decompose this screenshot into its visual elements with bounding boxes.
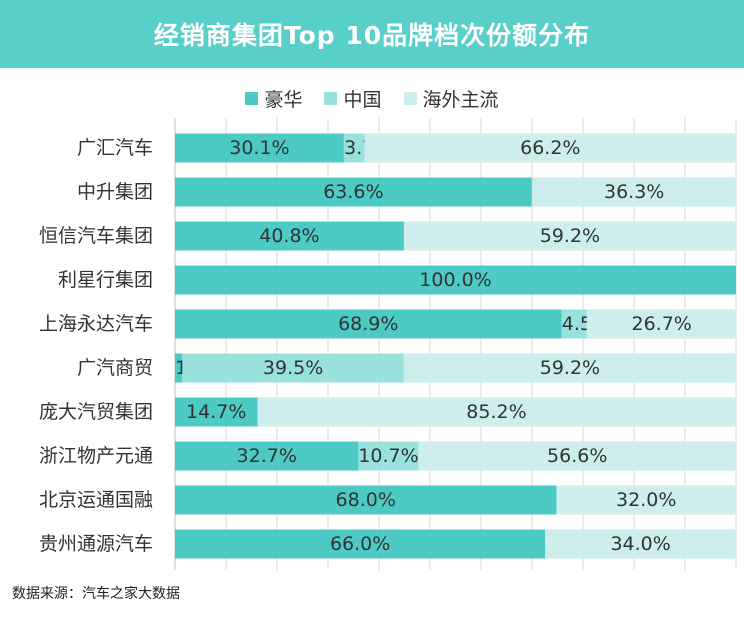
data-label: 34.0% (610, 533, 670, 555)
category-label: 庞大汽贸集团 (39, 401, 153, 423)
legend-label-luxury: 豪华 (264, 88, 303, 111)
data-label: 59.2% (540, 357, 600, 379)
data-label: 30.1% (229, 137, 289, 159)
bar-segment-2 (403, 353, 736, 383)
legend-swatch-luxury (245, 91, 259, 105)
category-label: 上海永达汽车 (39, 313, 153, 335)
legend-item-overseas: 海外主流 (403, 85, 499, 112)
legend-swatch-overseas (403, 91, 417, 105)
legend-label-china: 中国 (343, 88, 382, 111)
data-label: 68.0% (336, 489, 396, 511)
stacked-bar-chart: 广汇汽车30.1%3.7%66.2%中升集团63.6%0.1%36.3%恒信汽车… (39, 118, 737, 570)
bar-segment-0 (175, 353, 183, 383)
bar-segment-0 (175, 265, 736, 295)
data-label: 68.9% (338, 313, 398, 335)
data-label: 56.6% (547, 445, 607, 467)
bar-segment-1 (561, 309, 587, 339)
category-label: 广汽商贸 (77, 357, 153, 379)
chart-legend: 豪华 中国 海外主流 (0, 85, 744, 112)
category-label: 贵州通源汽车 (39, 533, 153, 555)
bar-segment-0 (175, 133, 344, 163)
bar-segment-1 (343, 133, 365, 163)
category-label: 北京运通国融 (39, 489, 153, 511)
legend-item-china: 中国 (324, 85, 382, 112)
bar-segment-2 (586, 309, 737, 339)
data-label: 100.0% (419, 269, 491, 291)
bar-segment-0 (175, 221, 404, 251)
category-label: 广汇汽车 (77, 137, 153, 159)
bar-segment-2 (403, 221, 736, 251)
bar-segment-2 (545, 529, 736, 559)
bar-segment-2 (418, 441, 736, 471)
bar-segment-1 (531, 177, 533, 207)
bar-segment-0 (175, 529, 546, 559)
data-label: 39.5% (263, 357, 323, 379)
category-label: 浙江物产元通 (39, 445, 153, 467)
category-label: 中升集团 (77, 181, 153, 203)
data-label: 32.0% (616, 489, 676, 511)
bar-segment-0 (175, 397, 258, 427)
bar-segment-2 (556, 485, 736, 515)
bar-segment-0 (175, 309, 562, 339)
data-label: 26.7% (631, 313, 691, 335)
data-label: 66.2% (520, 137, 580, 159)
bar-segment-2 (532, 177, 736, 207)
bar-segment-0 (175, 441, 359, 471)
legend-item-luxury: 豪华 (245, 85, 302, 112)
bar-segment-0 (175, 177, 532, 207)
data-label: 32.7% (237, 445, 297, 467)
data-label: 10.7% (358, 445, 418, 467)
bar-segment-1 (182, 353, 404, 383)
bar-segment-2 (364, 133, 736, 163)
category-label: 利星行集团 (58, 269, 153, 291)
legend-label-overseas: 海外主流 (422, 88, 499, 111)
source-note: 数据来源：汽车之家大数据 (12, 586, 180, 602)
category-label: 恒信汽车集团 (39, 225, 153, 247)
data-label: 85.2% (466, 401, 526, 423)
chart-title-bar: 经销商集团Top 10品牌档次份额分布 (0, 0, 744, 68)
bar-segment-2 (257, 397, 736, 427)
data-label: 63.6% (323, 181, 383, 203)
bar-segment-0 (175, 485, 557, 515)
chart-title: 经销商集团Top 10品牌档次份额分布 (153, 21, 591, 50)
data-label: 66.0% (330, 533, 390, 555)
data-label: 14.7% (186, 401, 246, 423)
legend-swatch-china (324, 91, 338, 105)
data-label: 36.3% (604, 181, 664, 203)
data-label: 40.8% (259, 225, 319, 247)
bar-segment-1 (358, 441, 419, 471)
data-label: 59.2% (540, 225, 600, 247)
